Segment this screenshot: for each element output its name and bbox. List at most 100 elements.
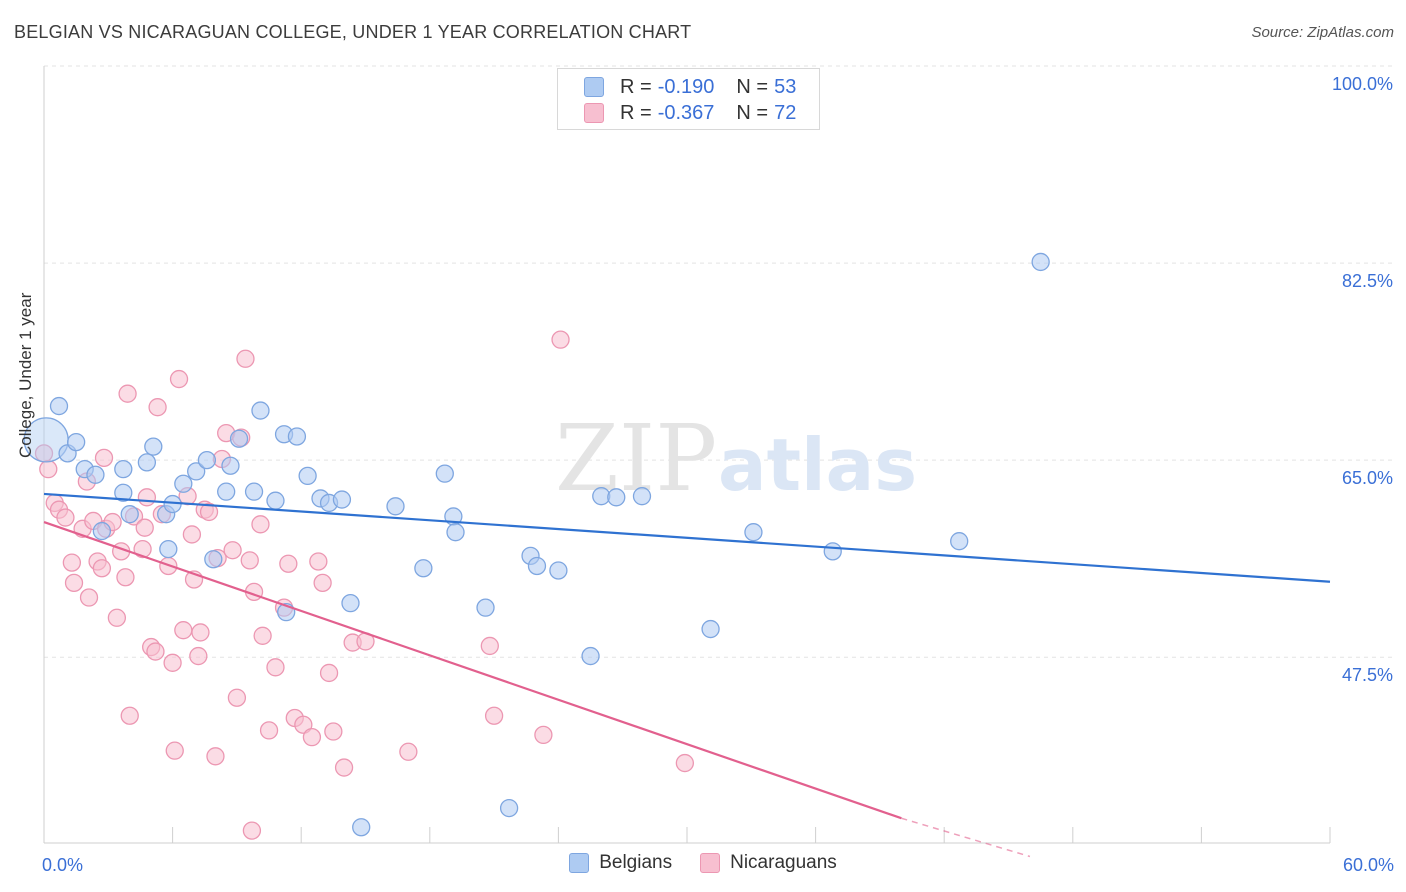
nicaraguan-point <box>148 398 167 417</box>
belgian-point <box>414 559 433 578</box>
legend-item-nicaraguans[interactable]: Nicaraguans <box>700 852 837 874</box>
chart-source: Source: ZipAtlas.com <box>1251 24 1394 41</box>
trend-lines <box>43 492 1331 858</box>
nicaraguan-point <box>107 608 127 627</box>
nicaraguans-trend-line <box>43 521 902 820</box>
belgian-point <box>114 483 133 502</box>
belgians-n-label: N = <box>736 75 769 98</box>
belgian-point <box>744 523 763 542</box>
belgian-point <box>144 437 163 456</box>
legend-row-belgians: R = -0.190 N = 53 <box>584 75 796 99</box>
nicaraguan-point <box>227 688 247 707</box>
nicaraguan-point <box>253 626 272 645</box>
nicaraguan-point <box>236 349 255 368</box>
nicaraguan-point <box>334 758 354 777</box>
belgian-point <box>950 532 969 551</box>
nicaraguans-r-label: R = <box>620 101 652 124</box>
nicaraguan-point <box>242 821 262 840</box>
belgian-point <box>823 542 842 561</box>
belgians-swatch <box>584 77 604 97</box>
belgian-point <box>204 550 223 569</box>
nicaraguan-point <box>189 646 208 666</box>
belgian-point <box>114 459 133 479</box>
belgian-point <box>549 561 568 580</box>
belgian-point <box>251 401 270 420</box>
nicaraguan-point <box>135 518 154 537</box>
nicaraguans-r-value: -0.367 <box>657 101 715 124</box>
legend-nicaraguans-swatch <box>700 853 721 873</box>
belgians-n-value: 53 <box>774 75 797 98</box>
nicaraguan-point <box>137 488 157 507</box>
nicaraguan-point <box>551 330 570 349</box>
nicaraguan-point <box>199 502 219 522</box>
nicaraguans-swatch <box>584 103 604 123</box>
nicaraguan-point <box>174 621 193 640</box>
belgian-point <box>607 488 626 507</box>
legend-belgians-swatch <box>569 853 590 873</box>
nicaraguan-point <box>223 541 242 560</box>
belgians-trend-line <box>43 492 1331 583</box>
belgian-point <box>527 556 547 576</box>
belgian-point <box>332 490 352 509</box>
belgian-point <box>352 818 371 837</box>
nicaraguan-point <box>39 459 58 479</box>
belgian-point <box>86 465 105 484</box>
nicaraguan-point <box>324 722 343 741</box>
nicaraguan-point <box>484 706 504 725</box>
nicaraguan-point <box>240 551 259 570</box>
nicaraguan-point <box>146 642 165 661</box>
nicaraguan-point <box>163 653 182 672</box>
belgian-point <box>435 464 454 483</box>
nicaraguan-point <box>169 369 189 389</box>
nicaraguan-point <box>399 742 418 761</box>
nicaraguan-point <box>182 525 202 544</box>
nicaraguan-point <box>319 663 339 683</box>
correlation-legend: R = -0.190 N = 53 R = -0.367 N = 72 <box>557 68 820 130</box>
nicaraguan-point <box>118 384 137 403</box>
belgian-point <box>67 432 86 452</box>
watermark-atlas: atlas <box>718 423 917 507</box>
nicaraguan-point <box>94 448 114 468</box>
y-tick-label: 82.5% <box>1342 271 1393 291</box>
nicaraguan-point <box>79 588 99 607</box>
nicaraguan-point <box>266 658 285 677</box>
belgian-point <box>499 798 519 818</box>
belgian-point <box>92 521 112 541</box>
y-tick-label: 47.5% <box>1342 665 1393 685</box>
grid-lines <box>44 65 1392 658</box>
nicaraguans-n-label: N = <box>736 101 769 124</box>
nicaraguan-point <box>56 508 75 527</box>
nicaraguan-point <box>480 636 499 656</box>
belgian-point <box>476 598 495 617</box>
x-ticks <box>43 827 1331 843</box>
legend-nicaraguans-label: Nicaraguans <box>730 852 837 873</box>
y-axis-label: College, Under 1 year <box>16 292 35 458</box>
legend-belgians-label: Belgians <box>599 852 673 873</box>
belgian-point <box>120 505 139 524</box>
belgian-point <box>1031 252 1050 272</box>
nicaraguan-point <box>302 727 322 747</box>
belgian-point <box>221 456 240 475</box>
belgian-point <box>137 453 157 472</box>
nicaraguan-point <box>116 568 135 587</box>
belgians-points <box>23 252 1050 837</box>
belgian-point <box>287 427 307 446</box>
nicaraguan-point <box>675 753 695 773</box>
belgian-point <box>159 539 178 559</box>
belgian-point <box>217 482 236 501</box>
belgian-point <box>229 429 249 448</box>
legend-item-belgians[interactable]: Belgians <box>569 852 672 874</box>
belgian-point <box>581 646 600 666</box>
nicaraguan-point <box>133 539 152 559</box>
nicaraguan-point <box>534 725 553 745</box>
belgians-r-value: -0.190 <box>657 75 715 98</box>
belgian-point <box>244 482 264 501</box>
belgian-point <box>446 523 465 542</box>
belgian-point <box>298 466 317 486</box>
belgian-point <box>632 487 652 506</box>
belgian-point <box>49 396 69 416</box>
series-legend: Belgians Nicaraguans <box>0 852 1406 874</box>
nicaraguan-point <box>191 623 210 642</box>
nicaraguans-trend-extension <box>901 817 1031 858</box>
